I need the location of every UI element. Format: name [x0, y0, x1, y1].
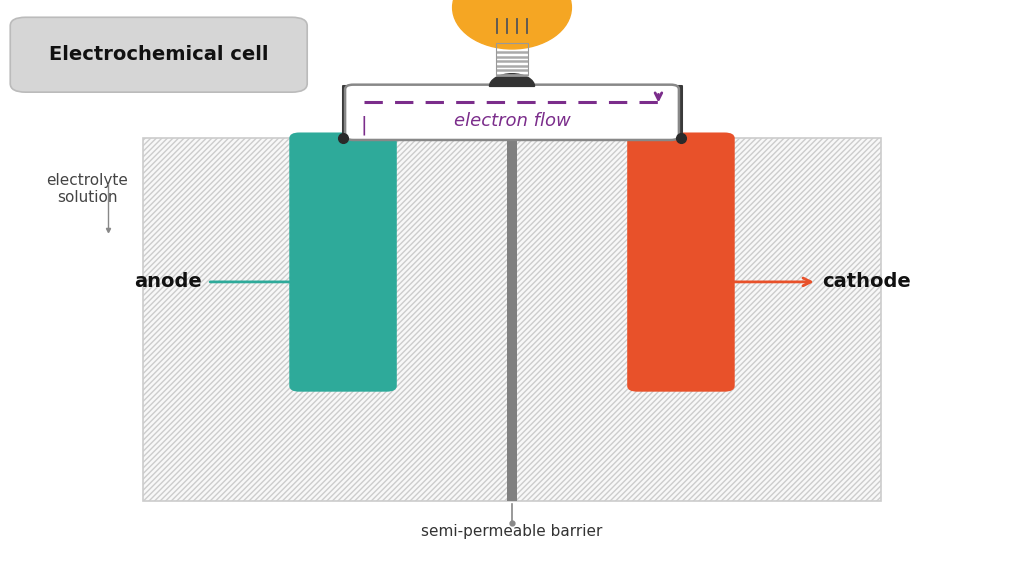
Wedge shape	[489, 74, 535, 86]
Text: electrolyte
solution: electrolyte solution	[46, 173, 128, 205]
Bar	[143, 138, 881, 501]
FancyBboxPatch shape	[627, 132, 735, 392]
Text: anode: anode	[134, 272, 203, 291]
Ellipse shape	[453, 0, 571, 49]
FancyBboxPatch shape	[290, 132, 397, 392]
FancyBboxPatch shape	[345, 85, 679, 140]
Text: semi-permeable barrier: semi-permeable barrier	[421, 524, 603, 539]
Text: |: |	[360, 115, 367, 135]
Text: Electrochemical cell: Electrochemical cell	[49, 46, 268, 64]
FancyBboxPatch shape	[10, 17, 307, 92]
Bar	[507, 98, 517, 501]
Text: cathode: cathode	[821, 272, 910, 291]
Bar	[496, 43, 528, 75]
Text: electron flow: electron flow	[454, 112, 570, 130]
